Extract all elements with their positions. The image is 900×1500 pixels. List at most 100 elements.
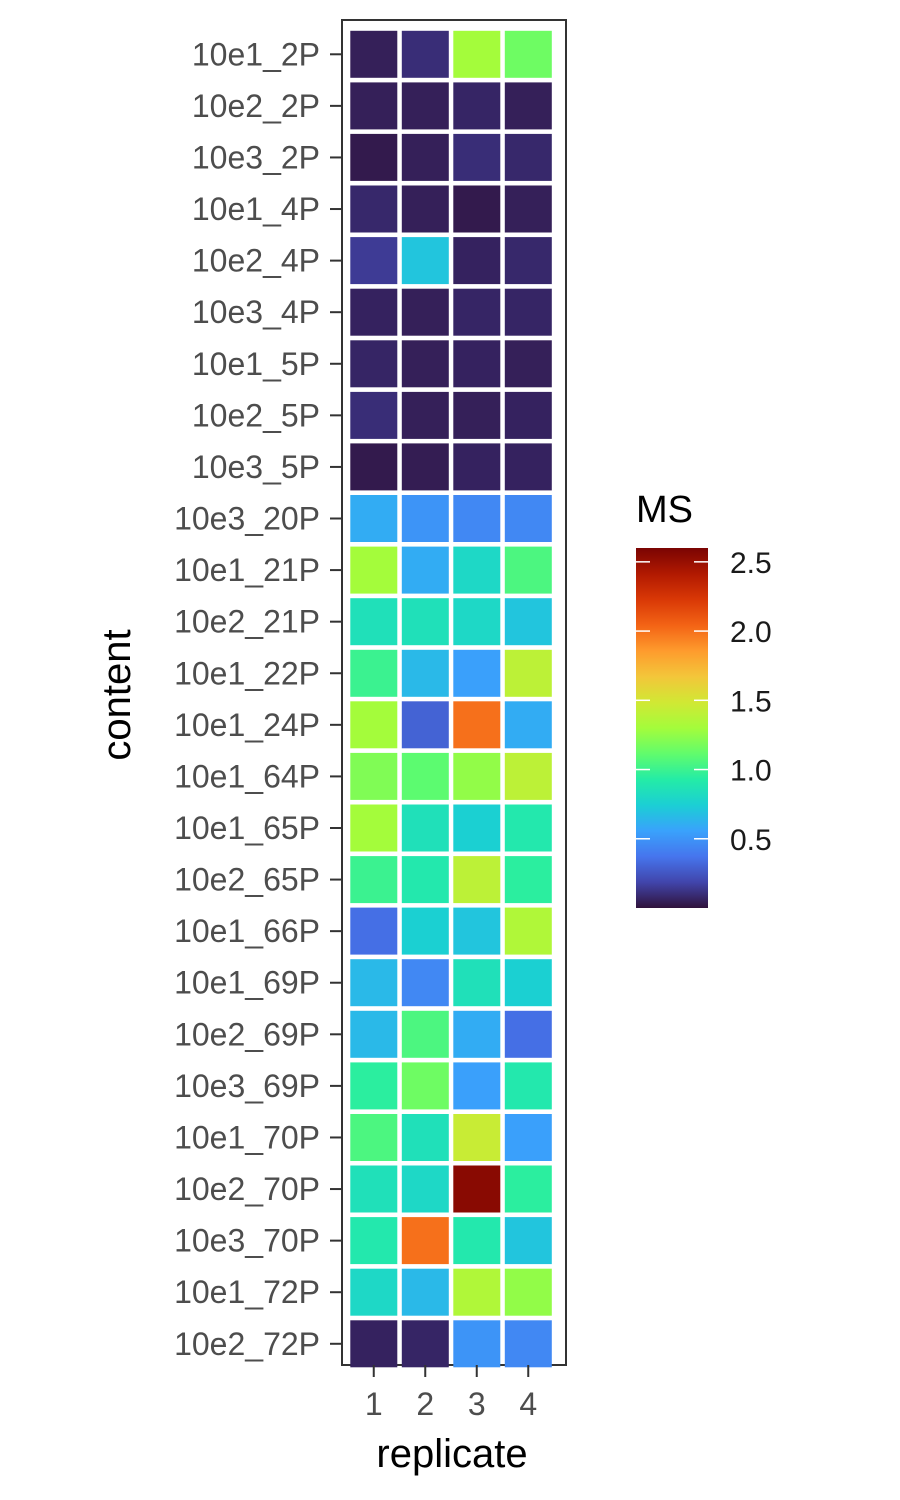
heatmap-cell [350, 959, 398, 1007]
heatmap-cell [350, 82, 398, 130]
heatmap-cell [401, 1320, 449, 1368]
heatmap-cell [453, 1062, 501, 1110]
heatmap-cell [350, 546, 398, 594]
heatmap-cell [350, 598, 398, 646]
heatmap-cell [453, 30, 501, 78]
heatmap-cell [401, 752, 449, 800]
heatmap-cell [504, 133, 552, 181]
legend-tick-label: 1.5 [730, 685, 772, 718]
y-tick-label: 10e2_65P [174, 862, 320, 898]
heatmap-cell [453, 1165, 501, 1213]
heatmap-cell [504, 340, 552, 388]
heatmap-cell [350, 288, 398, 336]
heatmap-cell [453, 495, 501, 542]
heatmap-cell [504, 1217, 552, 1265]
y-tick-label: 10e2_5P [192, 397, 320, 433]
heatmap-cell [453, 649, 501, 697]
heatmap-cell [453, 237, 501, 285]
heatmap-cell [401, 30, 449, 78]
heatmap-cell [453, 959, 501, 1007]
y-tick-label: 10e1_5P [192, 346, 320, 382]
x-tick-label: 2 [416, 1386, 434, 1422]
y-tick-label: 10e1_4P [192, 191, 320, 227]
heatmap-cell [453, 391, 501, 439]
legend-tick-label: 0.5 [730, 824, 772, 857]
heatmap-cell [401, 1062, 449, 1110]
heatmap-cell [504, 907, 552, 955]
heatmap-cell [401, 185, 449, 233]
heatmap-cell [401, 391, 449, 439]
heatmap-cell [504, 495, 552, 542]
heatmap-cell [401, 133, 449, 181]
heatmap-cell [350, 856, 398, 904]
heatmap-cell [350, 495, 398, 542]
heatmap-cell [401, 804, 449, 852]
y-axis-title: content [95, 629, 139, 760]
legend-tick-label: 2.5 [730, 547, 772, 580]
legend-tick-label: 2.0 [730, 616, 772, 649]
heatmap-cell [504, 82, 552, 130]
heatmap-cell [504, 752, 552, 800]
heatmap-cell [401, 649, 449, 697]
y-tick-label: 10e1_21P [174, 552, 320, 588]
y-tick-label: 10e2_72P [174, 1326, 320, 1362]
heatmap-cell [350, 133, 398, 181]
heatmap-cell [504, 1062, 552, 1110]
y-tick-label: 10e1_65P [174, 810, 320, 846]
heatmap-cell [350, 391, 398, 439]
heatmap-cell [504, 546, 552, 594]
heatmap-cell [504, 649, 552, 697]
heatmap-cell [453, 598, 501, 646]
heatmap-cell [401, 598, 449, 646]
y-tick-label: 10e1_69P [174, 965, 320, 1001]
legend-tick-label: 1.0 [730, 755, 772, 788]
heatmap-cell [350, 1165, 398, 1213]
heatmap-cell [350, 30, 398, 78]
heatmap-cell [453, 546, 501, 594]
legend-title: MS [636, 489, 693, 531]
heatmap-cell [504, 185, 552, 233]
y-axis: 10e1_2P 10e2_2P 10e3_2P 10e1_4P 10e2_4P 10e3_… [174, 36, 342, 1362]
heatmap-cell [401, 1165, 449, 1213]
heatmap-cell [453, 133, 501, 181]
heatmap-cell [401, 340, 449, 388]
heatmap-cell [504, 1165, 552, 1213]
heatmap-cell [401, 856, 449, 904]
heatmap-cell [504, 959, 552, 1007]
x-tick-label: 3 [468, 1386, 486, 1422]
x-axis-title: replicate [376, 1432, 527, 1476]
y-tick-label: 10e1_24P [174, 707, 320, 743]
heatmap-cell [504, 1010, 552, 1058]
heatmap-cell [350, 1010, 398, 1058]
heatmap-cells [350, 30, 552, 1368]
y-tick-label: 10e2_21P [174, 604, 320, 640]
heatmap-cell [504, 856, 552, 904]
heatmap-cell [401, 1268, 449, 1316]
heatmap-cell [504, 598, 552, 646]
heatmap-cell [350, 185, 398, 233]
heatmap-cell [401, 82, 449, 130]
y-tick-label: 10e1_70P [174, 1119, 320, 1155]
heatmap-cell [453, 856, 501, 904]
y-tick-label: 10e2_69P [174, 1016, 320, 1052]
colorbar [636, 548, 708, 908]
heatmap-cell [453, 701, 501, 749]
heatmap-cell [350, 1268, 398, 1316]
y-tick-label: 10e1_22P [174, 655, 320, 691]
color-legend: MS 0.5 1.0 1.5 2.0 2.5 [636, 489, 772, 908]
heatmap-cell [401, 495, 449, 542]
heatmap-cell [401, 1010, 449, 1058]
heatmap-cell [504, 288, 552, 336]
y-tick-label: 10e3_4P [192, 294, 320, 330]
x-tick-label: 1 [365, 1386, 383, 1422]
y-tick-label: 10e1_66P [174, 913, 320, 949]
heatmap-cell [453, 1217, 501, 1265]
heatmap-cell [504, 804, 552, 852]
heatmap-cell [504, 237, 552, 285]
y-tick-label: 10e1_64P [174, 758, 320, 794]
x-tick-label: 4 [519, 1386, 537, 1422]
y-tick-label: 10e3_70P [174, 1223, 320, 1259]
heatmap-cell [401, 959, 449, 1007]
heatmap-cell [504, 1320, 552, 1368]
